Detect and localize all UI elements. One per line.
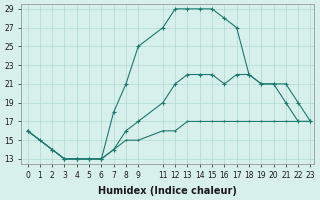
X-axis label: Humidex (Indice chaleur): Humidex (Indice chaleur) (98, 186, 237, 196)
